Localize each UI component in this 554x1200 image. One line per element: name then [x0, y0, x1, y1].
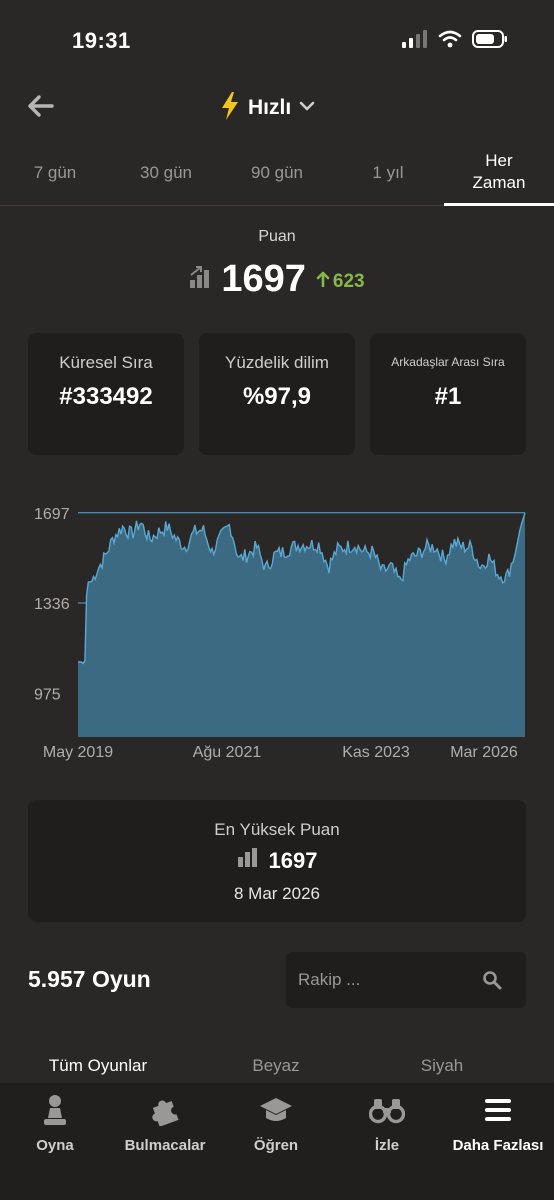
tab-1-year[interactable]: 1 yıl	[372, 163, 404, 182]
nav-puzzles-label: Bulmacalar	[124, 1137, 206, 1154]
top-nav: Hızlı	[0, 80, 554, 136]
rating-trend-icon	[189, 265, 211, 294]
global-rank-card: Küresel Sıra #333492	[28, 333, 184, 455]
nav-watch[interactable]: İzle	[332, 1093, 442, 1163]
bottom-nav: Oyna Bulmacalar Öğren İzle	[0, 1083, 554, 1200]
y-tick-label: 975	[34, 686, 61, 703]
global-rank-value: #333492	[59, 383, 153, 410]
signal-icon	[402, 30, 428, 53]
rating-row: 1697 623	[0, 256, 554, 302]
rating-label: Puan	[258, 228, 296, 245]
nav-puzzles[interactable]: Bulmacalar	[110, 1093, 220, 1163]
nav-play-label: Oyna	[36, 1137, 74, 1154]
nav-watch-label: İzle	[374, 1137, 400, 1154]
nav-more[interactable]: Daha Fazlası	[443, 1093, 553, 1163]
best-rating-row: 1697	[28, 848, 526, 874]
rating-delta: 623	[316, 271, 365, 293]
chart-series-line	[78, 512, 526, 665]
y-tick-label: 1697	[34, 506, 70, 523]
y-tick-label: 1336	[34, 596, 70, 613]
pawn-icon	[0, 1093, 110, 1127]
puzzle-icon	[110, 1093, 220, 1127]
status-time: 19:31	[72, 28, 131, 53]
status-icons	[402, 30, 508, 53]
friends-rank-label: Arkadaşlar Arası Sıra	[391, 355, 505, 369]
friends-rank-card: Arkadaşlar Arası Sıra #1	[370, 333, 526, 455]
x-tick-label: Ağu 2021	[193, 744, 262, 761]
chart-area-fill	[78, 512, 525, 737]
percentile-value: %97,9	[242, 383, 312, 410]
global-rank-label: Küresel Sıra	[59, 353, 153, 372]
binoculars-icon	[332, 1093, 442, 1127]
nav-play[interactable]: Oyna	[0, 1093, 110, 1163]
filter-black[interactable]: Siyah	[420, 1056, 464, 1075]
percentile-card: Yüzdelik dilim %97,9	[199, 333, 355, 455]
rating-chart[interactable]: 1697 1336 975 May 2019 Ağu 2021 Kas 2023 Mar …	[0, 495, 554, 765]
best-rating-label: En Yüksek Puan	[214, 820, 340, 839]
page-title: Hızlı	[248, 96, 292, 119]
friends-rank-value: #1	[434, 383, 462, 410]
tab-all-time[interactable]: Her Zaman	[444, 140, 554, 206]
search-icon[interactable]	[482, 970, 502, 995]
time-control-selector[interactable]: Hızlı	[220, 90, 315, 126]
x-tick-label: Kas 2023	[342, 744, 410, 761]
tab-7-days[interactable]: 7 gün	[33, 163, 77, 182]
rating-value: 1697	[221, 257, 306, 300]
lightning-icon	[220, 91, 240, 125]
opponent-search-input[interactable]	[286, 952, 476, 1008]
color-filter-tabs: Tüm Oyunlar Beyaz Siyah	[0, 1056, 554, 1084]
arrow-up-icon	[316, 271, 330, 293]
nav-learn[interactable]: Öğren	[221, 1093, 331, 1163]
tab-90-days[interactable]: 90 gün	[251, 163, 303, 182]
back-button[interactable]	[22, 90, 58, 126]
graduation-cap-icon	[221, 1093, 331, 1127]
rating-chart-svg: 1697 1336 975 May 2019 Ağu 2021 Kas 2023 Mar …	[34, 506, 526, 761]
status-bar: 19:31	[0, 0, 554, 80]
best-rating-value: 1697	[268, 848, 318, 873]
nav-more-label: Daha Fazlası	[452, 1137, 544, 1154]
x-tick-label: Mar 2026	[450, 744, 518, 761]
nav-learn-label: Öğren	[253, 1137, 299, 1154]
filter-all-games[interactable]: Tüm Oyunlar	[48, 1056, 148, 1075]
percentile-label: Yüzdelik dilim	[225, 353, 329, 372]
chevron-down-icon	[299, 99, 315, 117]
best-rating-date: 8 Mar 2026	[234, 884, 320, 903]
games-count: 5.957 Oyun	[28, 966, 151, 992]
wifi-icon	[438, 30, 462, 53]
bar-chart-icon	[237, 848, 259, 874]
rating-delta-value: 623	[332, 271, 365, 292]
battery-icon	[472, 30, 508, 53]
opponent-search	[286, 952, 526, 1008]
back-arrow-icon	[26, 94, 54, 123]
x-tick-label: May 2019	[43, 744, 113, 761]
menu-icon	[443, 1093, 553, 1127]
time-range-tabs: 7 gün 30 gün 90 gün 1 yıl Her Zaman	[0, 140, 554, 206]
best-rating-card: En Yüksek Puan 1697 8 Mar 2026	[28, 800, 526, 922]
tab-30-days[interactable]: 30 gün	[140, 163, 192, 182]
filter-white[interactable]: Beyaz	[252, 1056, 300, 1075]
